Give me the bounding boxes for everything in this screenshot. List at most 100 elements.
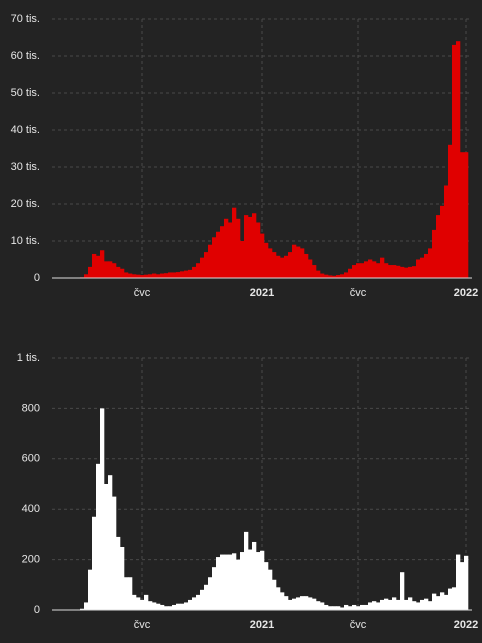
bar bbox=[280, 592, 285, 610]
bar bbox=[96, 255, 101, 278]
bar bbox=[152, 273, 157, 278]
y-tick-label: 400 bbox=[22, 503, 40, 515]
x-tick-label: 2022 bbox=[454, 287, 478, 299]
bar bbox=[224, 218, 229, 278]
y-tick-label: 600 bbox=[22, 453, 40, 465]
bar bbox=[200, 257, 205, 278]
x-tick-label: čvc bbox=[350, 619, 367, 631]
bar bbox=[144, 274, 149, 278]
bar bbox=[192, 597, 197, 610]
bar bbox=[324, 274, 329, 278]
bar bbox=[220, 226, 225, 278]
bar bbox=[104, 484, 109, 610]
bar bbox=[452, 44, 457, 279]
bar bbox=[368, 602, 373, 610]
bar bbox=[160, 604, 165, 610]
bar bbox=[228, 222, 233, 278]
bar bbox=[440, 205, 445, 278]
x-tick-label: čvc bbox=[350, 287, 367, 299]
bar bbox=[136, 597, 141, 610]
bar bbox=[184, 602, 189, 610]
bar bbox=[92, 516, 97, 610]
bar bbox=[436, 215, 441, 278]
bar bbox=[172, 604, 177, 610]
bar bbox=[268, 248, 273, 278]
bar bbox=[420, 599, 425, 610]
bar bbox=[256, 552, 261, 610]
bar bbox=[432, 593, 437, 610]
bar bbox=[244, 531, 249, 610]
bar bbox=[152, 602, 157, 610]
bar bbox=[116, 266, 121, 278]
bar bbox=[288, 599, 293, 610]
bar bbox=[304, 596, 309, 610]
bar bbox=[328, 275, 333, 278]
y-tick-label: 60 tis. bbox=[11, 50, 40, 62]
bar bbox=[408, 597, 413, 610]
bar bbox=[180, 271, 185, 278]
bar bbox=[320, 602, 325, 610]
bar bbox=[212, 567, 217, 610]
bar bbox=[260, 550, 265, 610]
bar bbox=[364, 261, 369, 278]
bar bbox=[308, 597, 313, 610]
bar bbox=[132, 594, 137, 610]
bar bbox=[264, 562, 269, 610]
bar bbox=[428, 601, 433, 610]
bar bbox=[404, 599, 409, 610]
y-tick-label: 70 tis. bbox=[11, 13, 40, 25]
bar bbox=[124, 272, 129, 278]
bar bbox=[240, 241, 245, 278]
bar bbox=[412, 601, 417, 610]
bar bbox=[320, 273, 325, 278]
bar bbox=[456, 41, 461, 279]
bar bbox=[336, 606, 341, 610]
bar bbox=[156, 274, 161, 278]
bar bbox=[220, 554, 225, 610]
bar bbox=[172, 272, 177, 278]
bar bbox=[364, 604, 369, 610]
bar bbox=[388, 599, 393, 610]
bar bbox=[188, 269, 193, 278]
bar bbox=[312, 598, 317, 610]
bar bbox=[376, 263, 381, 278]
bar bbox=[168, 272, 173, 278]
bar bbox=[136, 274, 141, 278]
bar bbox=[316, 270, 321, 278]
bar bbox=[296, 597, 301, 610]
bar bbox=[140, 599, 145, 610]
bar bbox=[132, 274, 137, 278]
bar bbox=[316, 601, 321, 610]
bar bbox=[380, 599, 385, 610]
bar bbox=[140, 275, 145, 278]
bar bbox=[444, 185, 449, 278]
y-tick-label: 800 bbox=[22, 402, 40, 414]
bar bbox=[372, 601, 377, 610]
bar bbox=[164, 273, 169, 278]
bar bbox=[240, 552, 245, 610]
bar bbox=[452, 587, 457, 610]
bar bbox=[412, 266, 417, 278]
bar bbox=[356, 606, 361, 610]
bar bbox=[128, 273, 133, 278]
bar bbox=[340, 607, 345, 610]
bar bbox=[392, 265, 397, 278]
bar bbox=[148, 274, 153, 278]
bar bbox=[384, 263, 389, 278]
bar bbox=[200, 589, 205, 610]
bar bbox=[348, 606, 353, 610]
bar bbox=[192, 266, 197, 278]
y-tick-label: 0 bbox=[34, 604, 40, 616]
bar bbox=[348, 268, 353, 278]
bar bbox=[448, 144, 453, 278]
bar bbox=[304, 253, 309, 278]
x-tick-label: čvc bbox=[134, 287, 151, 299]
y-tick-label: 0 bbox=[34, 272, 40, 284]
bar bbox=[92, 253, 97, 278]
y-tick-label: 30 tis. bbox=[11, 161, 40, 173]
bar bbox=[264, 242, 269, 278]
bar bbox=[212, 237, 217, 278]
bar bbox=[216, 557, 221, 610]
bar bbox=[88, 569, 93, 610]
bar bbox=[400, 572, 405, 610]
